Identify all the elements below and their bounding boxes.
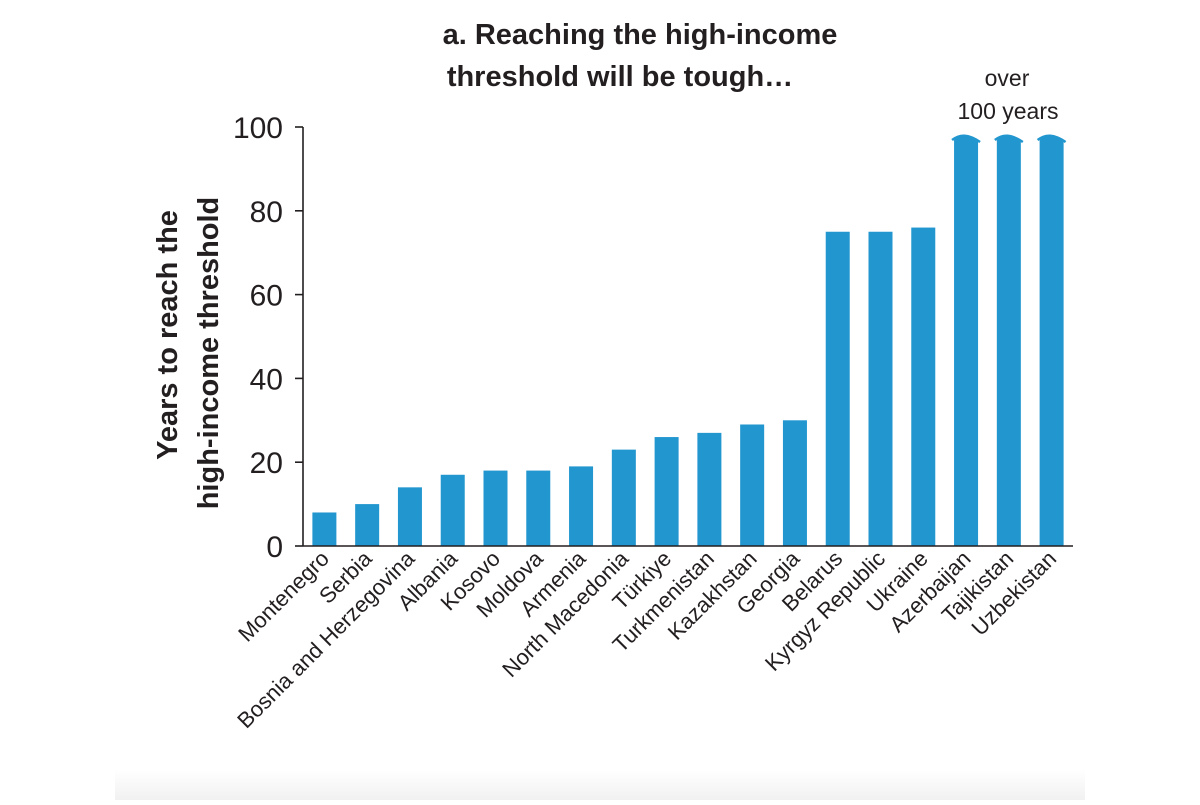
bar-turkmenistan bbox=[697, 432, 722, 546]
chart-title: a. Reaching the high-income threshold wi… bbox=[443, 19, 838, 93]
bar-serbia bbox=[355, 504, 380, 546]
y-axis-label-line-2: high-income threshold bbox=[193, 197, 225, 510]
y-axis-ticks: 0 20 40 60 80 100 bbox=[233, 112, 303, 564]
bar-tajikistan bbox=[996, 136, 1021, 546]
bar-ukraine bbox=[911, 227, 936, 546]
annotation-line-2: 100 years bbox=[957, 98, 1058, 124]
y-tick-label: 20 bbox=[250, 447, 283, 480]
y-tick-label: 100 bbox=[233, 112, 283, 145]
bar-break-mark bbox=[994, 134, 1024, 144]
bar-break-mark bbox=[1036, 134, 1067, 144]
bar-kazakhstan bbox=[740, 424, 765, 546]
bar-azerbaijan bbox=[954, 136, 979, 546]
bottom-shade bbox=[115, 770, 1085, 800]
bar-montenegro bbox=[312, 512, 337, 546]
chart-title-line-2: threshold will be tough… bbox=[447, 61, 793, 93]
annotation-line-1: over bbox=[985, 65, 1030, 91]
bar-kyrgyz-republic bbox=[868, 231, 893, 546]
y-axis-label-line-1: Years to reach the bbox=[152, 210, 184, 460]
bar-t-rkiye bbox=[654, 437, 679, 546]
bar-uzbekistan bbox=[1039, 136, 1064, 546]
y-axis-label: Years to reach the high-income threshold bbox=[152, 197, 225, 510]
x-tick-label: Bosnia and Herzegovina bbox=[232, 545, 420, 733]
bar-moldova bbox=[526, 470, 551, 546]
bar-bosnia-and-herzegovina bbox=[397, 487, 422, 546]
bar-belarus bbox=[825, 231, 850, 546]
bar-albania bbox=[440, 474, 465, 546]
bar-georgia bbox=[782, 420, 807, 546]
bar-kosovo bbox=[483, 470, 508, 546]
over-100-annotation: over 100 years bbox=[957, 65, 1058, 124]
y-tick-label: 60 bbox=[250, 280, 283, 313]
y-tick-label: 80 bbox=[250, 196, 283, 229]
bar-armenia bbox=[569, 466, 594, 546]
y-tick-label: 40 bbox=[250, 363, 283, 396]
bar-break-mark bbox=[951, 134, 981, 144]
chart-title-line-1: a. Reaching the high-income bbox=[443, 19, 838, 51]
bars bbox=[312, 134, 1067, 546]
bar-north-macedonia bbox=[611, 449, 636, 546]
y-tick-label: 0 bbox=[266, 531, 283, 564]
